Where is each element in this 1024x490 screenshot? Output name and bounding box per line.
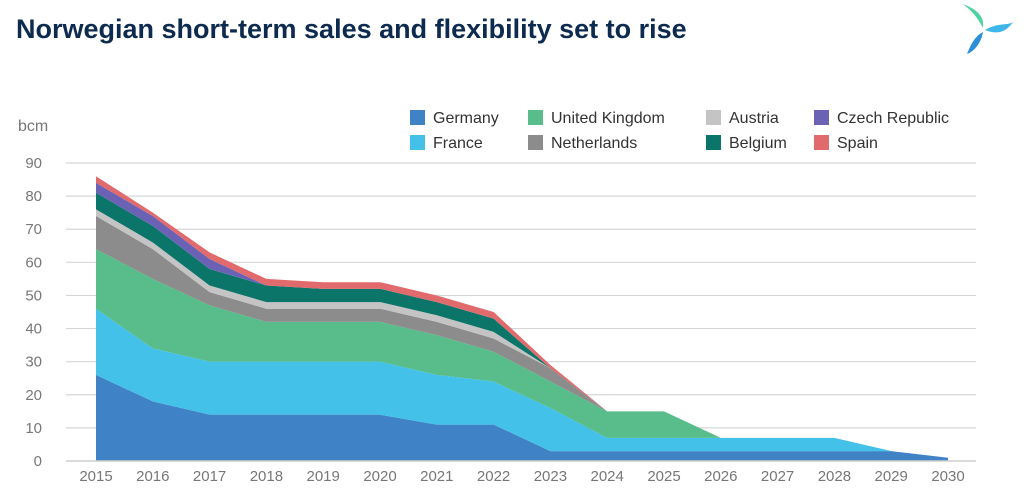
y-tick-label: 30	[25, 354, 42, 371]
company-logo	[963, 4, 1013, 54]
legend-item: Spain	[814, 135, 878, 152]
x-tick-label: 2024	[591, 468, 624, 485]
legend-label: Germany	[433, 110, 499, 127]
y-tick-label: 70	[25, 221, 42, 238]
legend-label: Spain	[837, 135, 878, 152]
x-tick-label: 2029	[875, 468, 908, 485]
x-tick-label: 2021	[420, 468, 453, 485]
legend-item: France	[410, 135, 483, 152]
legend-swatch	[814, 110, 829, 125]
y-tick-label: 80	[25, 188, 42, 205]
legend-label: Belgium	[729, 135, 787, 152]
y-tick-label: 60	[25, 254, 42, 271]
legend-item: Netherlands	[528, 135, 637, 152]
legend-swatch	[814, 135, 829, 150]
y-tick-label: 50	[25, 287, 42, 304]
legend-label: Austria	[729, 110, 779, 127]
legend-swatch	[706, 135, 721, 150]
legend-item: Czech Republic	[814, 110, 949, 127]
legend-label: Czech Republic	[837, 110, 949, 127]
y-axis-label: bcm	[18, 118, 48, 135]
y-tick-label: 20	[25, 387, 42, 404]
legend-label: United Kingdom	[551, 110, 665, 127]
area-united-kingdom	[96, 249, 948, 458]
x-tick-label: 2016	[136, 468, 169, 485]
legend-item: Germany	[410, 110, 499, 127]
legend-swatch	[528, 110, 543, 125]
x-tick-label: 2028	[818, 468, 851, 485]
legend-label: France	[433, 135, 483, 152]
x-tick-label: 2019	[307, 468, 340, 485]
legend-item: Belgium	[706, 135, 787, 152]
x-tick-label: 2027	[761, 468, 794, 485]
x-tick-label: 2026	[704, 468, 737, 485]
legend-item: Austria	[706, 110, 779, 127]
legend-swatch	[410, 110, 425, 125]
legend-item: United Kingdom	[528, 110, 665, 127]
area-germany	[96, 374, 948, 461]
x-tick-label: 2022	[477, 468, 510, 485]
y-tick-label: 90	[25, 155, 42, 172]
x-tick-label: 2023	[534, 468, 567, 485]
legend-swatch	[706, 110, 721, 125]
x-tick-label: 2017	[193, 468, 226, 485]
x-tick-label: 2015	[79, 468, 112, 485]
y-tick-label: 10	[25, 420, 42, 437]
x-tick-label: 2020	[363, 468, 396, 485]
legend-label: Netherlands	[551, 135, 637, 152]
x-tick-label: 2018	[250, 468, 283, 485]
area-france	[96, 308, 948, 458]
y-tick-label: 40	[25, 321, 42, 338]
legend-swatch	[528, 135, 543, 150]
x-tick-label: 2030	[931, 468, 964, 485]
x-tick-label: 2025	[647, 468, 680, 485]
page-title: Norwegian short-term sales and flexibili…	[16, 14, 687, 44]
legend-swatch	[410, 135, 425, 150]
y-tick-label: 0	[34, 453, 42, 470]
